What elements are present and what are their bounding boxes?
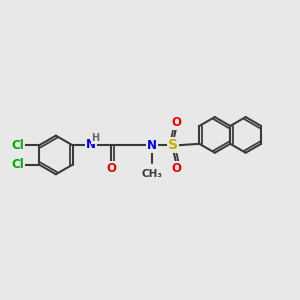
Text: O: O <box>171 162 181 175</box>
Text: Cl: Cl <box>11 158 24 171</box>
Text: CH₃: CH₃ <box>142 169 163 178</box>
Text: N: N <box>147 139 157 152</box>
Text: H: H <box>92 134 100 143</box>
Text: O: O <box>171 116 181 129</box>
Text: N: N <box>86 138 96 151</box>
Text: Cl: Cl <box>11 139 24 152</box>
Text: O: O <box>106 162 116 175</box>
Text: S: S <box>168 138 178 152</box>
